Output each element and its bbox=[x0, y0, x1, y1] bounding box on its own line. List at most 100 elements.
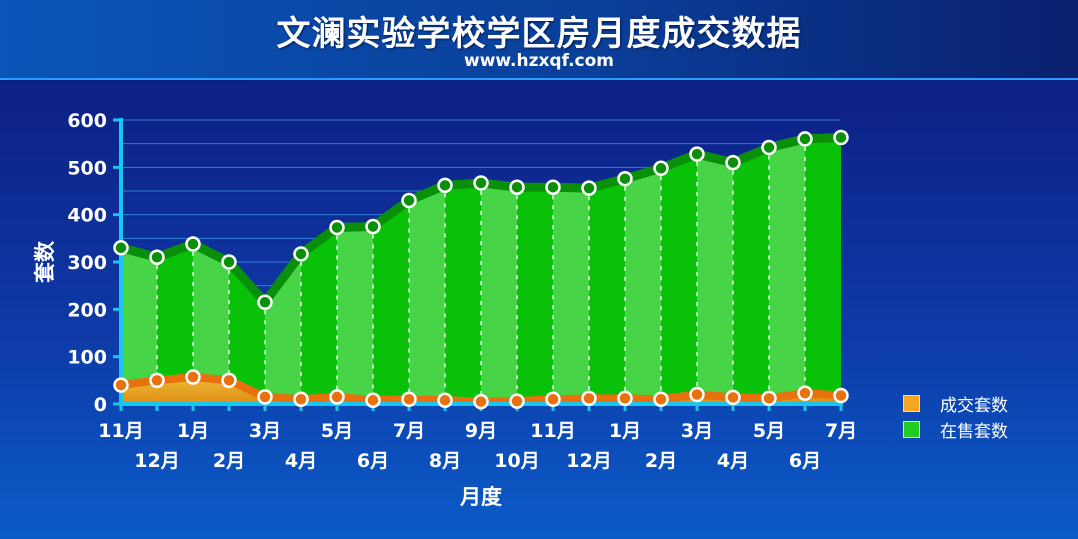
axis-labels: 010020030040050060011月12月1月2月3月4月5月6月7月8… bbox=[33, 110, 857, 509]
chart-header: 文澜实验学校学区房月度成交数据 www.hzxqf.com bbox=[0, 0, 1078, 78]
listings-point bbox=[545, 179, 561, 195]
x-tick-label: 3月 bbox=[681, 420, 713, 442]
listings-point bbox=[113, 240, 129, 256]
y-tick-label: 100 bbox=[67, 347, 107, 369]
listings-point bbox=[257, 294, 273, 310]
listings-point bbox=[761, 139, 777, 156]
deals-point bbox=[581, 390, 597, 407]
x-tick-label: 7月 bbox=[393, 420, 425, 442]
chart-title: 文澜实验学校学区房月度成交数据 bbox=[276, 14, 802, 54]
listings-band bbox=[769, 137, 805, 404]
listings-point bbox=[509, 179, 525, 195]
listings-band bbox=[589, 137, 625, 404]
x-tick-label: 9月 bbox=[465, 420, 497, 442]
deals-point bbox=[113, 377, 129, 393]
x-tick-label: 10月 bbox=[494, 450, 539, 472]
listings-point bbox=[581, 180, 597, 196]
listings-point bbox=[725, 154, 741, 171]
deals-point bbox=[689, 386, 705, 403]
x-tick-label: 4月 bbox=[717, 450, 749, 472]
listings-point bbox=[221, 254, 237, 270]
listings-point bbox=[329, 219, 345, 236]
listings-band bbox=[517, 137, 553, 404]
y-tick-label: 600 bbox=[67, 110, 107, 132]
listings-band bbox=[805, 137, 841, 404]
listings-point bbox=[689, 146, 705, 162]
listings-point bbox=[797, 131, 813, 147]
listings-point bbox=[617, 170, 633, 187]
listings-band bbox=[337, 137, 373, 404]
listings-point bbox=[149, 249, 165, 266]
deals-point bbox=[797, 385, 813, 401]
x-tick-label: 1月 bbox=[609, 420, 641, 442]
listings-point bbox=[833, 129, 849, 146]
deals-point bbox=[257, 389, 273, 405]
x-tick-label: 2月 bbox=[213, 450, 245, 472]
deals-point bbox=[149, 372, 165, 389]
x-axis-title: 月度 bbox=[459, 485, 502, 509]
data-points bbox=[113, 129, 849, 410]
series-areas bbox=[119, 133, 842, 406]
listings-point bbox=[293, 246, 309, 262]
listings-band bbox=[661, 137, 697, 404]
listings-point bbox=[653, 160, 669, 177]
listings-point bbox=[401, 192, 417, 209]
x-tick-label: 8月 bbox=[429, 450, 461, 472]
legend-item-deals: 成交套数 bbox=[903, 390, 1008, 416]
deals-point bbox=[221, 372, 237, 389]
deals-point bbox=[401, 391, 417, 408]
y-tick-label: 300 bbox=[67, 252, 107, 274]
deals-point bbox=[617, 390, 633, 407]
listings-band bbox=[373, 137, 409, 404]
y-tick-label: 0 bbox=[94, 394, 107, 416]
legend-swatch-listings bbox=[903, 420, 920, 438]
y-tick-label: 400 bbox=[67, 205, 107, 227]
deals-point bbox=[185, 369, 201, 385]
legend-item-listings: 在售套数 bbox=[903, 416, 1008, 442]
listings-band bbox=[229, 137, 265, 404]
y-tick-label: 200 bbox=[67, 299, 107, 321]
listings-point bbox=[437, 177, 453, 194]
chart-subtitle: www.hzxqf.com bbox=[463, 51, 614, 71]
listings-band bbox=[625, 137, 661, 404]
deals-point bbox=[365, 392, 381, 408]
legend-label-listings: 在售套数 bbox=[940, 421, 1008, 442]
x-tick-label: 2月 bbox=[645, 450, 677, 472]
x-tick-label: 11月 bbox=[98, 420, 143, 442]
deals-point bbox=[653, 391, 669, 408]
x-tick-label: 12月 bbox=[134, 450, 179, 472]
x-tick-label: 4月 bbox=[285, 450, 317, 472]
x-tick-label: 6月 bbox=[357, 450, 389, 472]
listings-point bbox=[365, 218, 381, 235]
listings-band bbox=[553, 137, 589, 404]
deals-point bbox=[293, 391, 309, 408]
x-tick-label: 6月 bbox=[789, 450, 821, 472]
deals-point bbox=[761, 390, 777, 407]
listings-band bbox=[697, 137, 733, 404]
deals-point bbox=[329, 389, 345, 405]
x-tick-label: 11月 bbox=[530, 420, 575, 442]
x-tick-label: 1月 bbox=[177, 420, 209, 442]
listings-band bbox=[481, 137, 517, 404]
x-tick-label: 3月 bbox=[249, 420, 281, 442]
listings-point bbox=[473, 175, 489, 191]
x-tick-label: 5月 bbox=[321, 420, 353, 442]
x-tick-label: 12月 bbox=[566, 450, 611, 472]
listings-band bbox=[733, 137, 769, 404]
y-axis-title: 套数 bbox=[33, 240, 57, 283]
deals-point bbox=[545, 391, 561, 408]
legend: 成交套数 在售套数 bbox=[903, 390, 1008, 442]
listings-area bbox=[121, 137, 841, 404]
listings-band bbox=[409, 137, 445, 404]
deals-point bbox=[437, 392, 453, 408]
deals-point bbox=[725, 389, 741, 406]
legend-swatch-deals bbox=[903, 394, 920, 412]
legend-label-deals: 成交套数 bbox=[940, 395, 1008, 416]
listings-band bbox=[265, 137, 301, 404]
deals-point bbox=[833, 387, 849, 404]
listings-band bbox=[445, 137, 481, 404]
y-tick-label: 500 bbox=[67, 157, 107, 179]
x-tick-label: 5月 bbox=[753, 420, 785, 442]
x-tick-label: 7月 bbox=[825, 420, 857, 442]
